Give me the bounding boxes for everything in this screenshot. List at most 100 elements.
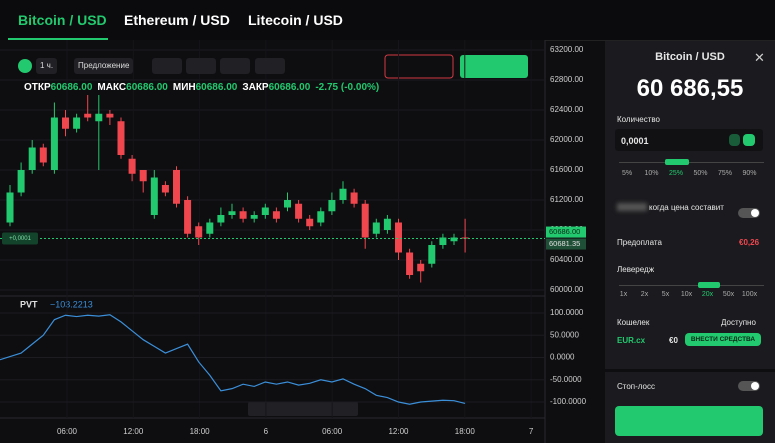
candle-body	[184, 200, 192, 234]
leverage-option: 10x	[680, 291, 693, 298]
x-tick-label: 06:00	[57, 427, 78, 436]
indicators[interactable]	[186, 58, 216, 74]
candle-body	[395, 222, 402, 253]
y-tick-label: 62000.00	[550, 135, 584, 144]
percent-option: 75%	[717, 170, 732, 177]
candle-body	[117, 121, 125, 155]
wallet-balance: €0	[669, 336, 678, 345]
minus-button[interactable]	[729, 134, 740, 146]
candle-body	[106, 113, 114, 118]
quantity-input[interactable]	[615, 129, 763, 151]
candle-body	[73, 117, 81, 129]
plus-button[interactable]	[743, 134, 755, 146]
candle-body	[128, 158, 136, 174]
top-bar	[0, 0, 775, 41]
leverage-thumb[interactable]	[698, 282, 720, 288]
bid-label: 60681.35	[549, 239, 580, 248]
candle-body	[239, 211, 247, 219]
percent-thumb[interactable]	[665, 159, 689, 165]
candle-body	[295, 203, 303, 219]
leverage-option: 50x	[722, 291, 735, 298]
ohlc-change: -2.75 (-0.00%)	[315, 82, 380, 93]
tab[interactable]: Bitcoin / USD	[18, 12, 107, 28]
x-tick-label: 12:00	[388, 427, 409, 436]
layers[interactable]	[255, 58, 285, 74]
chart-type[interactable]	[152, 58, 182, 74]
candle-body	[450, 237, 458, 242]
candle-body	[150, 177, 158, 215]
leverage-option: 1x	[619, 291, 628, 298]
candle-body	[28, 147, 36, 170]
percent-option: 50%	[693, 170, 708, 177]
chart-controls	[248, 402, 358, 416]
candle-body	[339, 188, 347, 200]
buy-button[interactable]	[460, 55, 528, 78]
deposit-button[interactable]: ВНЕСТИ СРЕДСТВА	[685, 333, 761, 346]
x-tick-label: 18:00	[190, 427, 211, 436]
candle-body	[284, 200, 291, 208]
candle-body	[306, 218, 314, 227]
candle-body	[139, 170, 147, 182]
candle-body	[84, 113, 92, 118]
close-icon[interactable]: ✕	[754, 50, 765, 65]
candle-body	[272, 211, 280, 219]
prepayment-value: €0,26	[739, 238, 760, 247]
leverage-label: Левередж	[617, 265, 655, 274]
quantity-label: Количество	[617, 115, 660, 124]
drawing[interactable]	[220, 58, 250, 74]
y-tick-label: -50.0000	[550, 375, 582, 384]
chart-bg	[0, 40, 545, 443]
candle-body	[161, 185, 169, 193]
y-tick-label: -100.0000	[550, 397, 587, 406]
x-tick-label: 12:00	[123, 427, 144, 436]
candle-body	[206, 222, 214, 234]
submit-button[interactable]	[615, 406, 763, 436]
y-tick-label: 62800.00	[550, 75, 584, 84]
quantity-value: 0,0001	[621, 136, 649, 146]
indicator-name: PVT	[20, 299, 38, 309]
ohlc-label: МИН	[172, 82, 196, 93]
percent-option: 10%	[644, 170, 659, 177]
candle-body	[250, 215, 258, 219]
ohlc-value: 60686.00	[50, 82, 93, 93]
candle-body	[217, 215, 225, 223]
candle-body	[383, 218, 391, 230]
candle-body	[195, 226, 203, 238]
condition-toggle[interactable]	[738, 208, 760, 218]
ohlc-value: 60686.00	[268, 82, 311, 93]
y-tick-label: 61200.00	[550, 195, 584, 204]
blurred-text	[617, 203, 647, 211]
candle-body	[328, 200, 336, 212]
y-tick-label: 61600.00	[550, 165, 584, 174]
percent-slider[interactable]	[619, 162, 764, 163]
check-icon[interactable]	[18, 59, 32, 73]
tab-indicator	[8, 38, 108, 40]
y-tick-label: 100.0000	[550, 308, 584, 317]
candle-body	[372, 222, 380, 234]
x-tick-label: 18:00	[455, 427, 476, 436]
leverage-slider[interactable]	[619, 285, 764, 286]
stop-loss-toggle[interactable]	[738, 381, 760, 391]
price-type-select[interactable]: Предложение	[74, 58, 134, 74]
leverage-option: 20x	[701, 291, 714, 298]
x-tick-label: 7	[529, 427, 534, 436]
available-label: Доступно	[721, 318, 756, 327]
leverage-option: 100x	[741, 291, 758, 298]
condition-label: когда цена составит	[649, 203, 724, 212]
tab[interactable]: Litecoin / USD	[248, 12, 343, 28]
wallet-currency[interactable]: EUR.cx	[617, 336, 646, 345]
percent-option: 25%	[668, 170, 683, 177]
y-tick-label: 50.0000	[550, 330, 579, 339]
bid-tag	[546, 238, 586, 250]
percent-option: 90%	[742, 170, 757, 177]
candle-body	[361, 203, 369, 238]
candle-body	[17, 170, 25, 193]
interval-select[interactable]: 1 ч.	[36, 58, 58, 74]
sell-button[interactable]	[384, 54, 454, 79]
stop-loss-label: Стоп-лосс	[617, 382, 656, 391]
x-tick-label: 6	[264, 427, 269, 436]
leverage-option: 2x	[640, 291, 649, 298]
nav-controls[interactable]	[248, 402, 358, 416]
order-panel: Bitcoin / USD ✕ 60 686,55 Количество 0,0…	[605, 41, 775, 443]
tab[interactable]: Ethereum / USD	[124, 12, 230, 28]
